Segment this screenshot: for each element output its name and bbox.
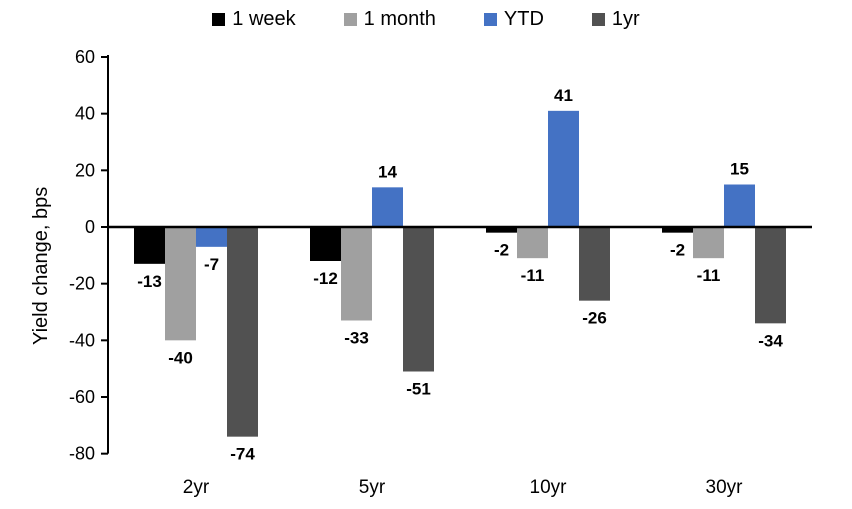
value-label: -34 [758, 331, 783, 350]
bar-ytd-2yr [196, 227, 227, 247]
bar-ytd-10yr [548, 110, 579, 227]
value-label: 41 [554, 86, 573, 105]
y-tick-label: -60 [69, 387, 95, 407]
legend-swatch-icon [212, 13, 226, 26]
value-label: -74 [230, 445, 255, 464]
y-axis-title: Yield change, bps [30, 186, 52, 345]
value-label: -40 [168, 348, 193, 367]
value-label: -2 [494, 241, 509, 260]
bar-1-week-5yr [310, 227, 341, 261]
value-label: -2 [670, 241, 685, 260]
legend-label: 1 week [232, 8, 296, 30]
bar-1-week-2yr [134, 227, 165, 264]
value-label: 14 [378, 162, 397, 181]
legend-item-1-month: 1 month [343, 8, 436, 31]
bar-1-month-5yr [341, 227, 372, 321]
y-tick-label: 60 [75, 47, 95, 67]
y-tick-label: -80 [69, 444, 95, 464]
legend-item-1yr: 1yr [591, 8, 640, 31]
legend-label: YTD [503, 8, 544, 30]
x-category-label: 2yr [183, 477, 210, 498]
legend-swatch-icon [591, 13, 605, 26]
bar-1-month-30yr [693, 227, 724, 259]
bar-1yr-10yr [579, 227, 610, 301]
x-category-label: 30yr [706, 477, 744, 498]
value-label: -11 [521, 266, 545, 285]
bar-1yr-5yr [403, 227, 434, 372]
value-label: -33 [344, 329, 369, 348]
legend-label: 1yr [611, 8, 640, 30]
bar-1-month-10yr [517, 227, 548, 259]
y-tick-label: 0 [85, 217, 95, 237]
bar-1-week-30yr [662, 227, 693, 233]
x-category-label: 5yr [359, 477, 386, 498]
value-label: -7 [204, 255, 219, 274]
x-category-label: 10yr [530, 477, 568, 498]
value-label: -11 [697, 266, 721, 285]
y-tick-label: 40 [75, 104, 95, 124]
bar-1yr-30yr [755, 227, 786, 324]
value-label: -12 [313, 269, 338, 288]
chart-legend: 1 week 1 month YTD 1yr [0, 8, 852, 31]
legend-label: 1 month [363, 8, 436, 30]
bar-ytd-30yr [724, 184, 755, 227]
y-tick-label: -40 [69, 330, 95, 350]
legend-item-ytd: YTD [483, 8, 544, 31]
legend-swatch-icon [343, 13, 357, 26]
value-label: -13 [137, 272, 162, 291]
legend-item-1-week: 1 week [212, 8, 296, 31]
bar-1-month-2yr [165, 227, 196, 341]
y-tick-label: 20 [75, 160, 95, 180]
bar-1yr-2yr [227, 227, 258, 437]
legend-swatch-icon [483, 13, 497, 26]
value-label: -26 [582, 309, 607, 328]
bar-ytd-5yr [372, 187, 403, 227]
value-label: 15 [730, 160, 749, 179]
y-tick-label: -20 [69, 274, 95, 294]
bar-1-week-10yr [486, 227, 517, 233]
value-label: -51 [406, 380, 431, 399]
